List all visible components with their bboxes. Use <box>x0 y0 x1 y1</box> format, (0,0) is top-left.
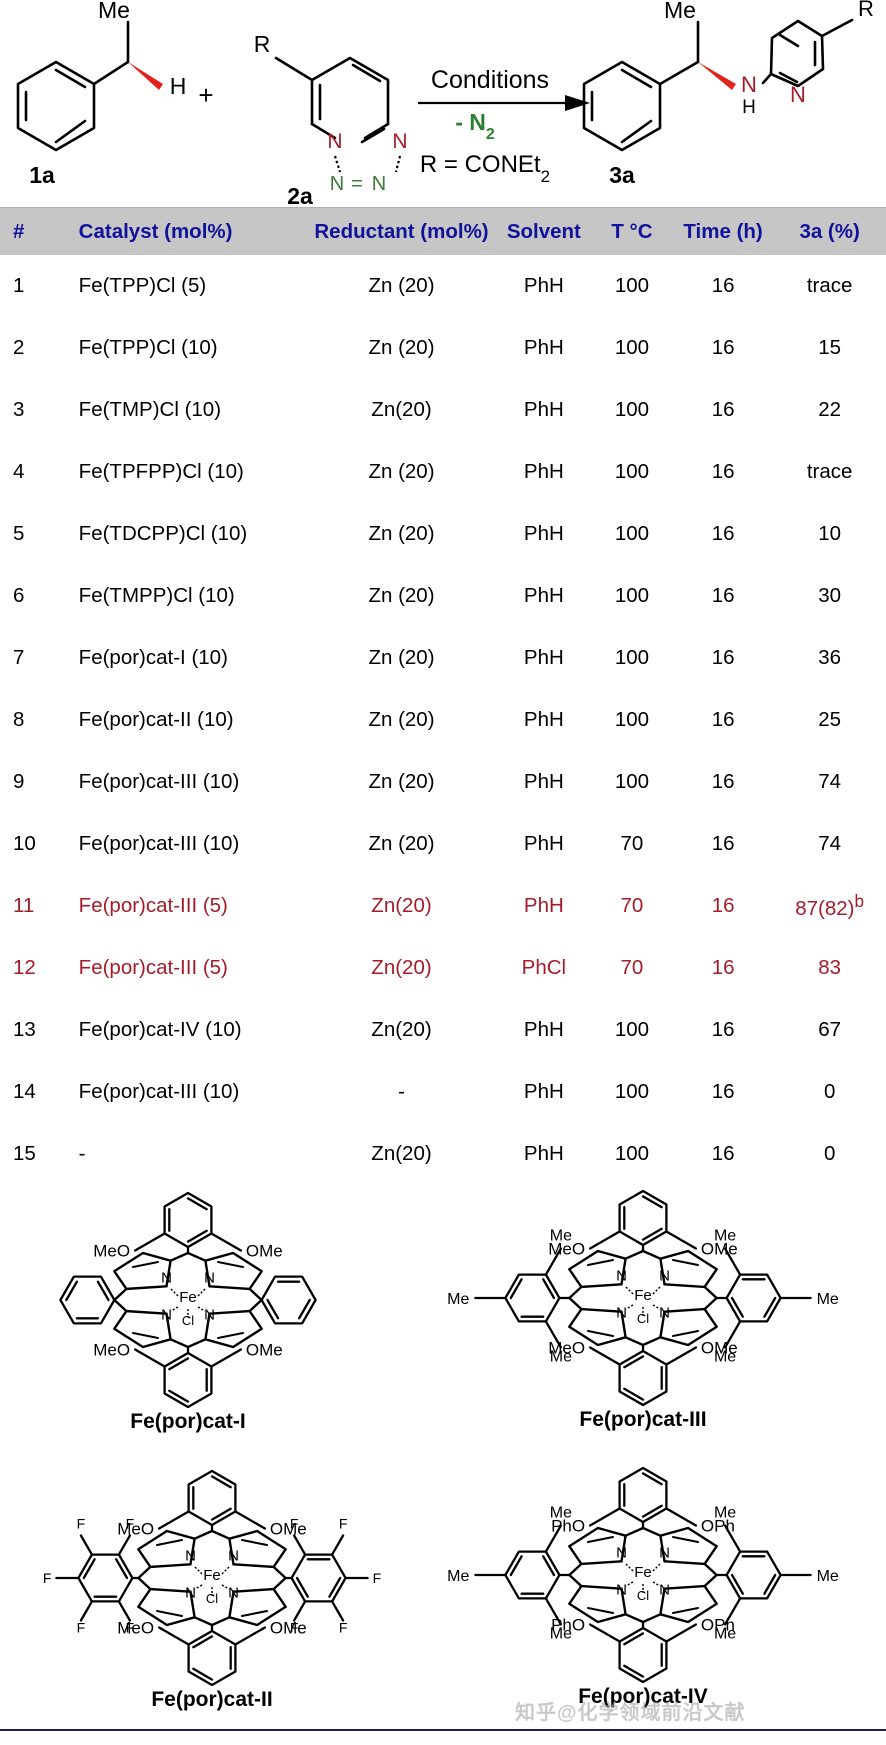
svg-text:N: N <box>659 1582 670 1599</box>
svg-text:OMe: OMe <box>270 1619 307 1638</box>
svg-text:Conditions: Conditions <box>431 66 549 94</box>
svg-text:N: N <box>392 130 407 153</box>
svg-text:Me: Me <box>817 1291 839 1308</box>
svg-text:N: N <box>659 1544 670 1561</box>
svg-text:Me: Me <box>714 1228 736 1245</box>
svg-text:F: F <box>339 1620 348 1636</box>
svg-text:N: N <box>616 1544 627 1561</box>
svg-text:Fe(por)cat-II: Fe(por)cat-II <box>151 1688 272 1711</box>
svg-text:N: N <box>659 1267 670 1284</box>
svg-text:Me: Me <box>447 1291 469 1308</box>
svg-text:Cl: Cl <box>637 1588 649 1603</box>
svg-text:N: N <box>228 1547 239 1564</box>
svg-text:F: F <box>290 1620 299 1636</box>
svg-text:=: = <box>351 173 363 195</box>
svg-text:Me: Me <box>817 1568 839 1585</box>
svg-text:Fe: Fe <box>634 1564 652 1581</box>
svg-text:Fe: Fe <box>179 1289 197 1306</box>
svg-text:N: N <box>327 130 342 153</box>
svg-text:N: N <box>204 1269 215 1286</box>
svg-text:N: N <box>659 1305 670 1322</box>
svg-text:R: R <box>254 31 271 57</box>
svg-text:F: F <box>77 1620 86 1636</box>
svg-text:F: F <box>290 1516 299 1532</box>
svg-text:Me: Me <box>550 1348 572 1365</box>
svg-text:OMe: OMe <box>246 1242 283 1261</box>
svg-text:OMe: OMe <box>270 1520 307 1539</box>
svg-text:+: + <box>198 80 213 110</box>
svg-text:H: H <box>742 97 756 118</box>
svg-text:Cl: Cl <box>206 1591 218 1606</box>
svg-text:N: N <box>741 72 757 97</box>
svg-text:N: N <box>330 173 344 195</box>
svg-text:1a: 1a <box>29 162 55 188</box>
svg-text:N: N <box>185 1585 196 1602</box>
svg-text:N: N <box>372 173 386 195</box>
svg-text:Cl: Cl <box>637 1311 649 1326</box>
svg-text:2a: 2a <box>287 183 313 209</box>
svg-text:F: F <box>43 1570 52 1586</box>
svg-text:Me: Me <box>550 1228 572 1245</box>
svg-text:MeO: MeO <box>93 1242 130 1261</box>
svg-text:Cl: Cl <box>182 1313 194 1328</box>
svg-text:MeO: MeO <box>93 1341 130 1360</box>
svg-text:F: F <box>373 1570 382 1586</box>
svg-text:H: H <box>170 73 187 99</box>
svg-text:Me: Me <box>714 1348 736 1365</box>
svg-text:Fe: Fe <box>203 1567 221 1584</box>
svg-text:N: N <box>616 1267 627 1284</box>
svg-text:F: F <box>126 1516 135 1532</box>
svg-text:Me: Me <box>714 1625 736 1642</box>
svg-text:Me: Me <box>447 1568 469 1585</box>
svg-text:MeO: MeO <box>117 1619 154 1638</box>
svg-text:Fe(por)cat-III: Fe(por)cat-III <box>579 1408 706 1431</box>
svg-text:Me: Me <box>98 0 130 23</box>
svg-text:N: N <box>204 1307 215 1324</box>
svg-text:N: N <box>161 1269 172 1286</box>
svg-text:N: N <box>185 1547 196 1564</box>
svg-text:Me: Me <box>664 0 696 23</box>
svg-text:MeO: MeO <box>117 1520 154 1539</box>
svg-text:F: F <box>339 1516 348 1532</box>
svg-text:3a: 3a <box>609 162 635 188</box>
svg-text:Me: Me <box>550 1505 572 1522</box>
svg-text:N: N <box>228 1585 239 1602</box>
svg-text:Me: Me <box>714 1505 736 1522</box>
svg-text:OMe: OMe <box>246 1341 283 1360</box>
svg-text:Fe(por)cat-I: Fe(por)cat-I <box>130 1410 246 1433</box>
svg-text:N: N <box>616 1582 627 1599</box>
svg-text:R: R <box>858 0 874 21</box>
svg-text:N: N <box>161 1307 172 1324</box>
svg-text:N: N <box>790 82 806 107</box>
svg-text:Fe: Fe <box>634 1287 652 1304</box>
svg-text:F: F <box>77 1516 86 1532</box>
svg-text:F: F <box>126 1620 135 1636</box>
svg-text:N: N <box>616 1305 627 1322</box>
svg-text:Me: Me <box>550 1625 572 1642</box>
